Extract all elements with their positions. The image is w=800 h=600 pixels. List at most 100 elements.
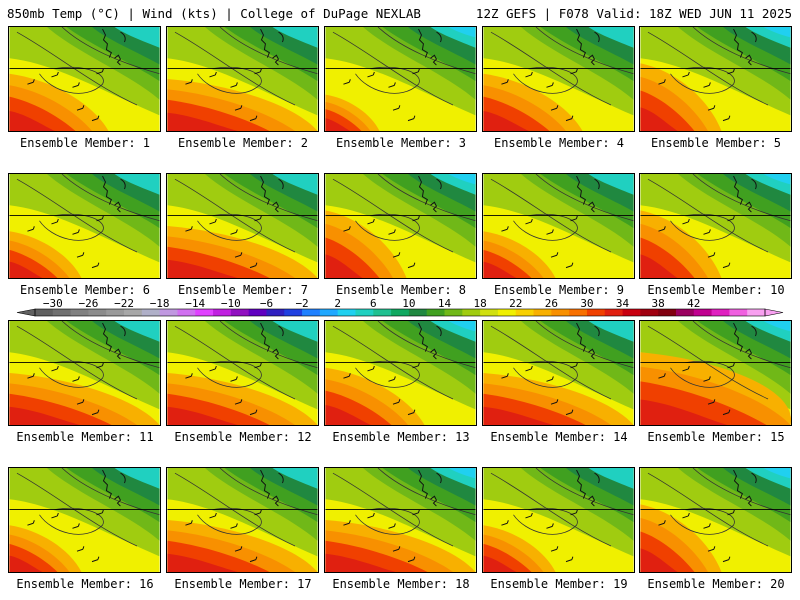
color-scale-swatch <box>622 309 641 316</box>
ensemble-member-label: Ensemble Member: 14 <box>490 430 628 444</box>
color-scale-tick-label: 14 <box>437 297 452 310</box>
ensemble-member-map <box>324 26 477 132</box>
ensemble-member-map <box>482 26 635 132</box>
color-scale-swatch <box>373 309 392 316</box>
ensemble-member-map <box>166 26 319 132</box>
temperature-field <box>483 468 634 572</box>
color-scale-swatch <box>284 309 303 316</box>
temperature-field <box>9 174 160 278</box>
ensemble-member-label: Ensemble Member: 7 <box>177 283 309 297</box>
temperature-field <box>167 468 318 572</box>
color-scale-tick-label: 18 <box>473 297 487 310</box>
temperature-field <box>9 321 160 425</box>
color-scale-tick-label: 10 <box>402 297 416 310</box>
ensemble-member-label: Ensemble Member: 20 <box>647 577 785 591</box>
color-scale-swatch <box>747 309 766 316</box>
color-scale-swatch <box>675 309 695 316</box>
color-scale-tick-label: −2 <box>295 297 309 310</box>
color-scale-swatch <box>711 309 730 316</box>
color-scale-swatch <box>497 309 517 316</box>
color-scale-extend-arrow <box>16 308 36 317</box>
color-scale-swatch <box>515 309 535 316</box>
color-scale-tick-label: −26 <box>78 297 99 310</box>
color-scale-swatch <box>213 309 232 316</box>
ensemble-member-map <box>324 320 477 426</box>
temperature-field <box>9 27 160 131</box>
color-scale-swatch <box>355 309 374 316</box>
temperature-field <box>483 27 634 131</box>
ensemble-member-label: Ensemble Member: 12 <box>174 430 312 444</box>
ensemble-member-map <box>8 173 161 279</box>
color-scale-tick-label: −14 <box>185 297 206 310</box>
color-scale-swatch <box>337 309 356 316</box>
color-scale-swatch <box>88 309 107 316</box>
ensemble-member-label: Ensemble Member: 19 <box>490 577 628 591</box>
ensemble-member-map <box>8 320 161 426</box>
color-scale-swatch <box>391 309 410 316</box>
color-scale-tick-label: 2 <box>334 297 341 310</box>
valid-time: 12Z GEFS | F078 Valid: 18Z WED JUN 11 20… <box>475 6 792 21</box>
ensemble-member-map <box>639 173 792 279</box>
ensemble-member-label: Ensemble Member: 16 <box>16 577 154 591</box>
color-scale-swatch <box>462 309 481 316</box>
color-scale-tick-label: −6 <box>259 297 274 310</box>
ensemble-member-label: Ensemble Member: 4 <box>493 136 625 150</box>
ensemble-member-label: Ensemble Member: 5 <box>650 136 782 150</box>
ensemble-member-map <box>8 467 161 573</box>
color-scale-swatch <box>177 309 196 316</box>
ensemble-member-map <box>8 26 161 132</box>
temperature-field <box>325 468 476 572</box>
ensemble-member-map <box>639 26 792 132</box>
color-scale-swatch <box>52 309 72 316</box>
color-scale-swatch <box>551 309 570 316</box>
color-scale-swatch <box>444 309 463 316</box>
temperature-field <box>483 321 634 425</box>
ensemble-member-map <box>166 173 319 279</box>
color-scale-swatch <box>159 309 178 316</box>
ensemble-member-label: Ensemble Member: 3 <box>335 136 467 150</box>
color-scale-swatch <box>426 309 446 316</box>
ensemble-member-label: Ensemble Member: 11 <box>16 430 154 444</box>
color-scale-swatch <box>70 309 89 316</box>
color-scale-swatch <box>35 309 54 316</box>
ensemble-member-label: Ensemble Member: 13 <box>332 430 470 444</box>
temperature-field <box>325 27 476 131</box>
ensemble-member-label: Ensemble Member: 15 <box>647 430 785 444</box>
color-scale-swatch <box>640 309 659 316</box>
color-scale-swatch <box>124 309 143 316</box>
ensemble-member-label: Ensemble Member: 1 <box>19 136 151 150</box>
temperature-field <box>325 174 476 278</box>
ensemble-member-label: Ensemble Member: 8 <box>335 283 467 297</box>
temperature-field <box>9 468 160 572</box>
temperature-field <box>167 174 318 278</box>
color-scale-swatch <box>141 309 161 316</box>
ensemble-member-label: Ensemble Member: 9 <box>493 283 625 297</box>
ensemble-member-map <box>639 467 792 573</box>
color-scale-tick-label: 6 <box>369 297 377 310</box>
color-scale-swatch <box>569 309 588 316</box>
ensemble-member-map <box>324 173 477 279</box>
color-scale-tick-label: 22 <box>509 297 523 310</box>
color-scale-tick-label: −10 <box>220 297 241 310</box>
color-scale-extend-arrow <box>764 308 784 317</box>
temperature-field <box>640 321 791 425</box>
color-scale-outline <box>34 308 766 317</box>
color-scale-tick-label: −18 <box>149 297 170 310</box>
color-scale-swatch <box>480 309 499 316</box>
temperature-field <box>640 468 791 572</box>
color-scale-swatch <box>230 309 250 316</box>
color-scale-swatch <box>195 309 214 316</box>
ensemble-member-map <box>324 467 477 573</box>
ensemble-member-label: Ensemble Member: 18 <box>332 577 470 591</box>
color-scale-bar <box>16 308 784 317</box>
temperature-field <box>640 27 791 131</box>
color-scale: −30 −26 −22 −18 −14 −10 −6 −2 2 6 10 14 18 22 26 30 34 38… <box>0 297 800 319</box>
color-scale-tick-label: 34 <box>615 297 630 310</box>
map-title: 850mb Temp (°C) | Wind (kts) | College o… <box>7 6 421 21</box>
color-scale-swatch <box>604 309 624 316</box>
color-scale-swatch <box>302 309 321 316</box>
ensemble-member-map <box>166 320 319 426</box>
temperature-field <box>325 321 476 425</box>
color-scale-swatch <box>319 309 339 316</box>
ensemble-member-map <box>482 467 635 573</box>
